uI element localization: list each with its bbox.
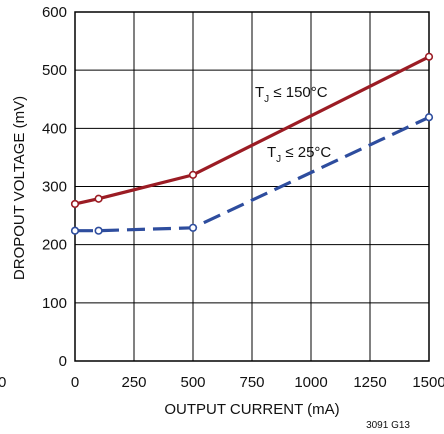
x-tick-label-1250: 1250 <box>353 374 386 391</box>
series-line-1 <box>75 115 430 233</box>
x-axis-title: OUTPUT CURRENT (mA) <box>164 401 339 418</box>
y-tick-label-200: 200 <box>42 237 67 254</box>
plot-frame <box>74 11 430 362</box>
data-point-s1-3 <box>424 113 434 122</box>
data-point-s1-2 <box>188 223 198 232</box>
tick-labels: 0 250 500 750 1000 1250 1500 0 100 200 300 400 500 60… <box>42 4 444 391</box>
x-tick-label-750: 750 <box>239 374 264 391</box>
y-tick-label-600: 600 <box>42 4 67 21</box>
series-line-0 <box>74 55 430 206</box>
x-tick-label-0: 0 <box>71 374 79 391</box>
plot-grid <box>74 11 430 362</box>
x-tick-label-500: 500 <box>180 374 205 391</box>
data-point-s0-0 <box>70 199 80 209</box>
data-point-s1-0 <box>70 226 80 235</box>
x-tick-label-1500: 1500 <box>412 374 444 391</box>
data-point-s0-1 <box>94 194 103 203</box>
series-label-tj25: TJ ≤ 25°C <box>267 144 331 165</box>
series-layer <box>70 52 434 235</box>
series-label-tj150: TJ ≤ 150°C <box>255 84 328 105</box>
clipped-left-tick-label: 0 <box>0 374 6 391</box>
y-tick-label-100: 100 <box>42 295 67 312</box>
data-point-s0-2 <box>188 170 198 179</box>
y-tick-label-500: 500 <box>42 62 67 79</box>
y-tick-label-0: 0 <box>59 353 67 370</box>
y-tick-label-400: 400 <box>42 120 67 137</box>
figure-id: 3091 G13 <box>366 420 410 431</box>
x-tick-label-1000: 1000 <box>294 374 327 391</box>
y-axis-title: DROPOUT VOLTAGE (mV) <box>11 96 28 280</box>
data-point-s1-1 <box>94 226 103 235</box>
y-tick-label-300: 300 <box>42 179 67 196</box>
x-tick-label-250: 250 <box>121 374 146 391</box>
data-point-s0-3 <box>424 52 434 61</box>
